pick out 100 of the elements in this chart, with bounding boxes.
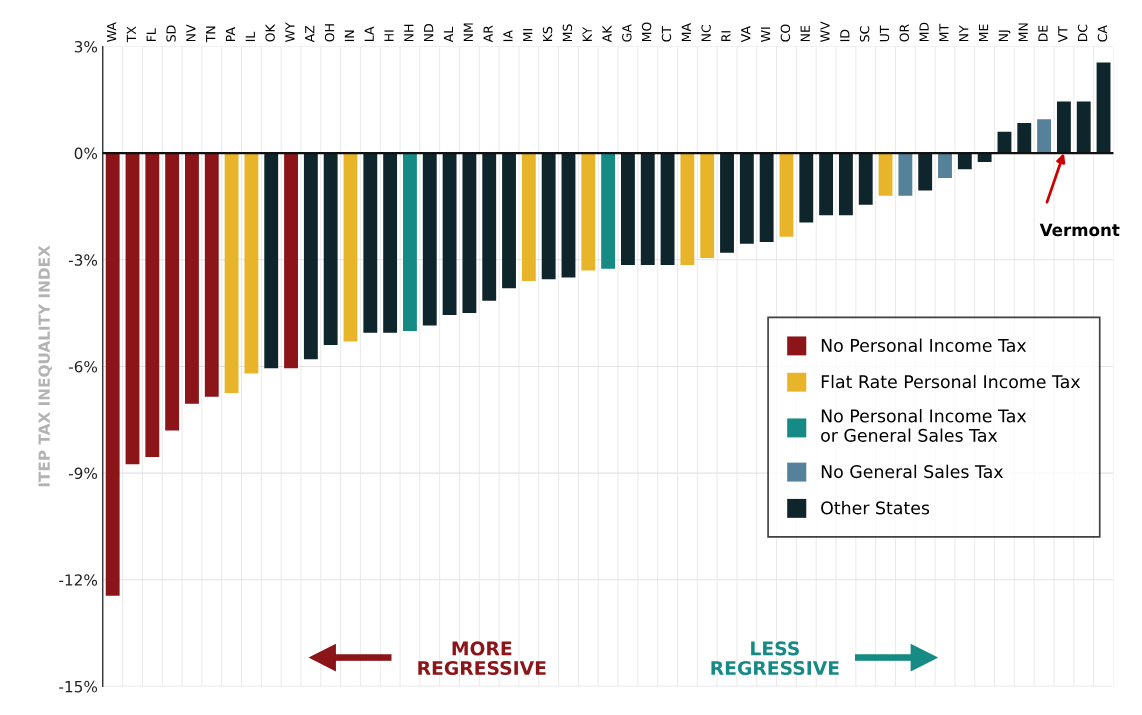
bar — [422, 153, 437, 326]
x-tick-label: NH — [404, 24, 414, 42]
x-tick-label: NV — [186, 24, 196, 42]
x-tick-label: WA — [107, 22, 117, 42]
bar — [739, 153, 754, 244]
x-tick-label: IN — [344, 30, 354, 42]
x-tick-label: TX — [126, 26, 136, 43]
x-tick-label: DC — [1077, 24, 1088, 42]
x-tick-label: HI — [384, 30, 394, 42]
x-tick-label: IL — [245, 31, 255, 42]
bar — [1096, 62, 1111, 154]
x-tick-label: NC — [701, 24, 711, 42]
bar — [284, 153, 298, 369]
bar — [1037, 119, 1052, 154]
bar — [323, 153, 338, 346]
x-tick-label: KY — [582, 26, 592, 42]
y-tick-label: -12% — [59, 574, 98, 586]
x-tick-label: MN — [1018, 23, 1028, 42]
bar — [482, 153, 497, 301]
x-tick-label: ND — [424, 24, 434, 42]
x-tick-label: MO — [641, 22, 652, 42]
bar — [244, 153, 259, 374]
y-tick-label: -3% — [68, 254, 98, 266]
x-tick-label: NE — [800, 25, 810, 42]
bar — [700, 153, 715, 259]
x-tick-label: AL — [443, 26, 454, 43]
legend-label: Other States — [821, 501, 930, 515]
bar — [502, 153, 516, 289]
x-tick-label: VT — [1058, 26, 1068, 43]
x-tick-label: DE — [1038, 25, 1048, 42]
bar — [185, 153, 199, 404]
x-tick-label: ID — [840, 29, 850, 42]
bar — [125, 153, 140, 465]
bar — [938, 153, 952, 179]
y-tick-label: -9% — [68, 467, 98, 480]
bar — [343, 153, 358, 342]
bar — [1017, 122, 1032, 154]
x-tick-label: KS — [542, 26, 553, 42]
bar — [680, 153, 695, 266]
bar — [165, 153, 180, 431]
bar — [541, 153, 556, 280]
x-tick-label: NJ — [998, 30, 1011, 42]
bar — [264, 153, 279, 369]
bar — [581, 153, 596, 271]
bar — [145, 153, 160, 458]
x-tick-label: MD — [919, 22, 929, 42]
bar — [1076, 101, 1091, 154]
bar — [403, 153, 417, 331]
bar — [462, 153, 477, 314]
bar — [640, 153, 655, 266]
x-tick-label: MA — [681, 23, 691, 42]
y-tick-label: -15% — [59, 680, 98, 693]
x-tick-label: ME — [978, 24, 989, 42]
legend-label: No General Sales Tax — [821, 464, 1004, 479]
bar — [858, 153, 873, 205]
bar — [383, 153, 398, 333]
legend-label: Flat Rate Personal Income Tax — [821, 374, 1081, 389]
x-tick-label: TN — [206, 26, 216, 43]
x-tick-label: WV — [820, 21, 830, 42]
bar — [957, 153, 972, 170]
x-tick-label: OK — [265, 24, 275, 42]
x-tick-label: IA — [503, 30, 513, 42]
x-tick-label: AK — [602, 25, 612, 43]
bar — [224, 153, 239, 394]
bar — [977, 153, 992, 163]
x-tick-label: GA — [622, 24, 632, 42]
x-tick-label: SD — [166, 25, 176, 42]
x-tick-label: MS — [562, 24, 573, 42]
bar — [759, 153, 774, 243]
annotation: LESS REGRESSIVE — [711, 641, 839, 676]
x-tick-label: MI — [523, 29, 533, 42]
x-tick-label: AR — [483, 25, 493, 43]
x-tick-label: WI — [760, 27, 771, 42]
bar — [918, 153, 933, 191]
x-tick-label: NY — [959, 25, 969, 42]
bar — [105, 153, 120, 596]
bar — [621, 153, 635, 266]
bar — [799, 153, 814, 223]
bar — [660, 153, 675, 266]
bar — [442, 153, 457, 315]
x-tick-label: SC — [859, 26, 870, 42]
x-tick-label: MT — [939, 23, 949, 42]
x-tick-label: OH — [324, 24, 335, 42]
legend-label: No Personal Income Tax — [821, 338, 1027, 352]
bar — [561, 153, 576, 278]
x-tick-label: AZ — [305, 25, 315, 43]
y-tick-label: -6% — [68, 360, 98, 373]
x-tick-label: CA — [1097, 25, 1108, 42]
x-tick-label: VA — [741, 26, 751, 43]
annotation: Vermont — [1039, 223, 1120, 237]
y-axis-title: ITEP TAX INEQUALITY INDEX — [38, 245, 52, 487]
x-tick-label: UT — [879, 25, 890, 42]
x-tick-label: FL — [146, 28, 156, 42]
x-tick-label: CO — [780, 24, 791, 42]
x-tick-label: LA — [364, 26, 374, 42]
bar — [819, 153, 834, 216]
bar — [898, 153, 913, 196]
y-tick-label: 3% — [74, 40, 98, 53]
x-tick-label: RI — [721, 31, 731, 42]
x-tick-label: PA — [225, 27, 236, 42]
